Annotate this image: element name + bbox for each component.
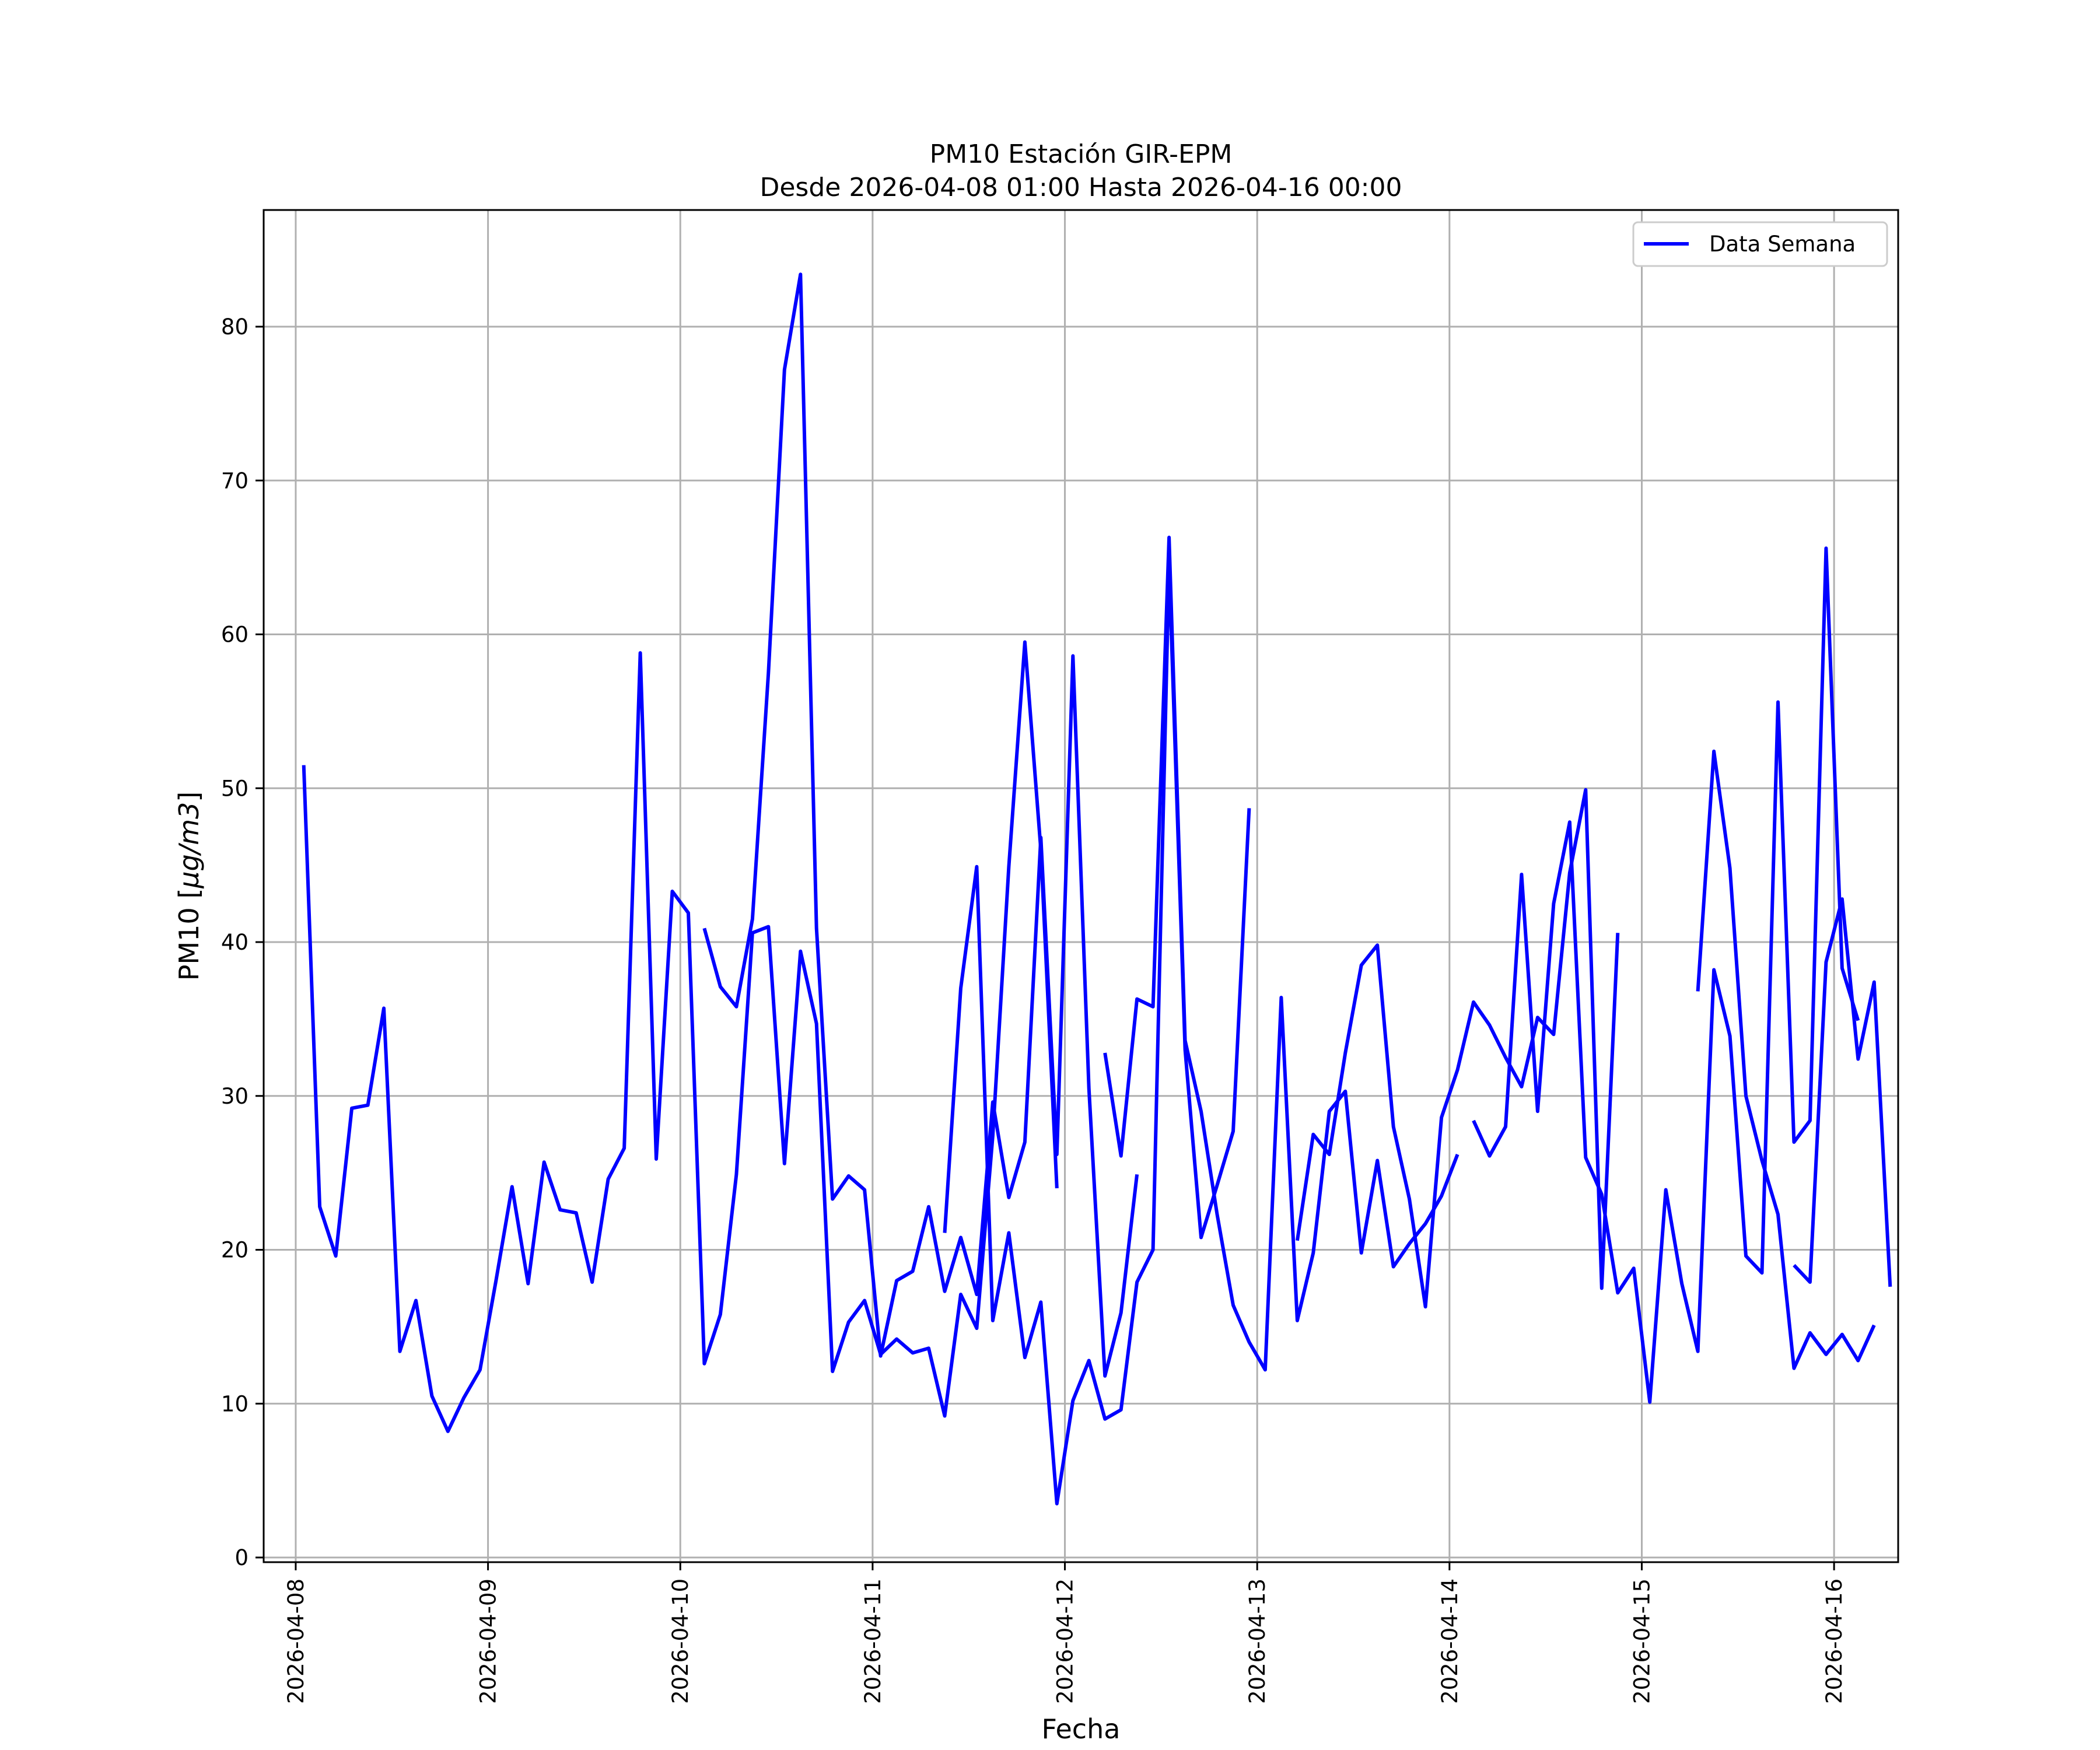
y-tick-label: 50 [221,776,249,801]
x-tick-label: 2026-04-16 [1822,1578,1847,1704]
y-tick-label: 30 [221,1084,249,1109]
legend-label: Data Semana [1709,232,1856,257]
series-line-segment [943,562,1251,1506]
x-tick-label: 2026-04-13 [1245,1578,1270,1704]
y-axis-ticks: 0 10 20 30 40 50 60 70 80 [221,314,264,1570]
legend-box [1632,221,1888,267]
y-axis-label: PM10 [µg/m3] [173,792,205,981]
x-tick-label: 2026-04-08 [284,1578,309,1704]
x-axis-ticks: 2026-04-08 2026-04-09 2026-04-10 2026-04-11… [284,1562,1847,1704]
x-tick-label: 2026-04-14 [1437,1578,1462,1704]
series-line-segment [702,272,1139,1378]
plot-area-frame [262,209,1899,1563]
y-axis-label-suffix: ] [173,792,205,802]
y-tick-label: 10 [221,1391,249,1416]
grid-lines [264,210,1898,1562]
series-line-segment [1103,536,1460,1372]
x-tick-label: 2026-04-15 [1629,1578,1654,1704]
x-axis-label: Fecha [1042,1713,1121,1745]
y-tick-label: 70 [221,468,249,494]
y-tick-label: 80 [221,314,249,340]
y-tick-label: 0 [235,1545,249,1570]
x-tick-label: 2026-04-11 [860,1578,886,1704]
y-tick-label: 20 [221,1238,249,1263]
x-tick-label: 2026-04-10 [668,1578,693,1704]
y-tick-label: 40 [221,930,249,955]
series-data-semana [302,272,1892,1506]
x-tick-label: 2026-04-12 [1053,1578,1078,1704]
legend: Data Semana [1632,221,1888,267]
series-line-segment [302,640,1059,1433]
series-line-segment [1295,788,1620,1309]
y-axis-label-prefix: PM10 [ [173,888,205,981]
chart-title-line-2: Desde 2026-04-08 01:00 Hasta 2026-04-16 … [760,173,1402,202]
series-line-segment [1472,546,1860,1404]
series-line-segment [1696,750,1876,1370]
y-tick-label: 60 [221,622,249,648]
x-tick-label: 2026-04-09 [476,1578,501,1704]
y-axis-label-unit: µg/m3 [173,802,205,889]
series-line-segment [1793,897,1892,1287]
chart-title-line-1: PM10 Estación GIR-EPM [930,139,1233,169]
